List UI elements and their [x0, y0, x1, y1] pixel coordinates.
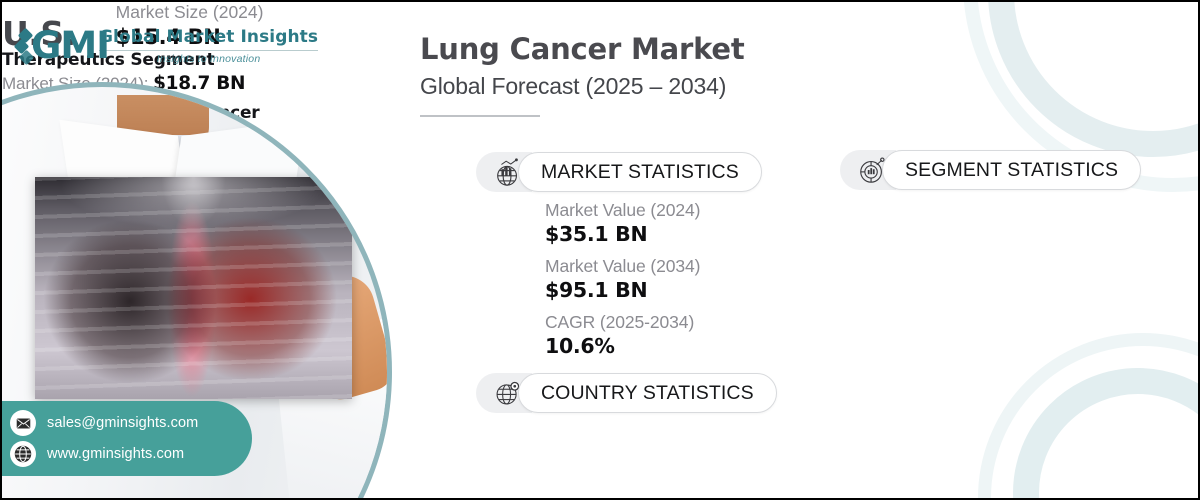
country-statistics-title: COUNTRY STATISTICS — [518, 373, 777, 413]
gmi-logo: GMI Global Market Insights Insights to I… — [13, 24, 319, 68]
page-title-block: Lung Cancer Market Global Forecast (2025… — [420, 32, 745, 117]
xray-upper-glow — [161, 177, 226, 226]
gmi-logo-wordmark: Global Market Insights Insights to Innov… — [99, 27, 319, 65]
page-title: Lung Cancer Market — [420, 32, 745, 66]
globe-www-icon — [10, 441, 36, 467]
contact-email: sales@gminsights.com — [47, 415, 199, 431]
contact-website-row[interactable]: www.gminsights.com — [10, 441, 252, 467]
stat-value: $95.1 BN — [545, 278, 648, 302]
contact-email-row[interactable]: sales@gminsights.com — [10, 410, 252, 436]
gmi-initials: GMI — [31, 24, 110, 67]
stat-label: CAGR (2025-2034) — [545, 312, 695, 332]
company-name: Global Market Insights — [99, 27, 319, 47]
market-statistics-title: MARKET STATISTICS — [518, 152, 762, 192]
decorative-arc-bottom-right-inner — [1013, 368, 1198, 498]
market-statistics-header: MARKET STATISTICS — [476, 152, 762, 192]
segment-statistics-title: SEGMENT STATISTICS — [882, 150, 1142, 190]
envelope-icon — [10, 410, 36, 436]
gmi-logo-mark: GMI — [13, 24, 110, 68]
country-metric-label: Market Size (2024) — [115, 2, 264, 22]
title-divider — [420, 115, 540, 117]
stat-row: CAGR (2025-2034) 10.6% — [545, 312, 700, 358]
stat-row: Market Value (2034) $95.1 BN — [545, 256, 700, 302]
country-metric-value: $15.4 BN — [115, 25, 221, 49]
stat-label: Market Value (2034) — [545, 256, 701, 276]
stat-row: Market Value (2024) $35.1 BN — [545, 200, 700, 246]
contact-bar: sales@gminsights.com www.gminsights.com — [2, 401, 252, 476]
country-metric: Market Size (2024) $15.4 BN — [116, 2, 264, 50]
chest-xray-film — [35, 177, 352, 399]
country-statistics-header: COUNTRY STATISTICS — [476, 373, 777, 413]
page-subtitle: Global Forecast (2025 – 2034) — [420, 73, 727, 99]
stat-value: $35.1 BN — [545, 222, 648, 246]
stat-value: 10.6% — [545, 334, 615, 358]
segment-name: Therapeutics Segment — [2, 50, 215, 70]
decorative-arc-bottom-right-outer — [978, 333, 1198, 498]
company-tagline: Insights to Innovation — [156, 53, 261, 65]
contact-website: www.gminsights.com — [47, 446, 185, 462]
logo-divider — [99, 50, 319, 51]
market-statistics-list: Market Value (2024) $35.1 BN Market Valu… — [545, 200, 700, 368]
diamond-cluster-icon — [13, 27, 35, 66]
stat-label: Market Value (2024) — [545, 200, 701, 220]
segment-statistics-header: SEGMENT STATISTICS — [840, 150, 1142, 190]
